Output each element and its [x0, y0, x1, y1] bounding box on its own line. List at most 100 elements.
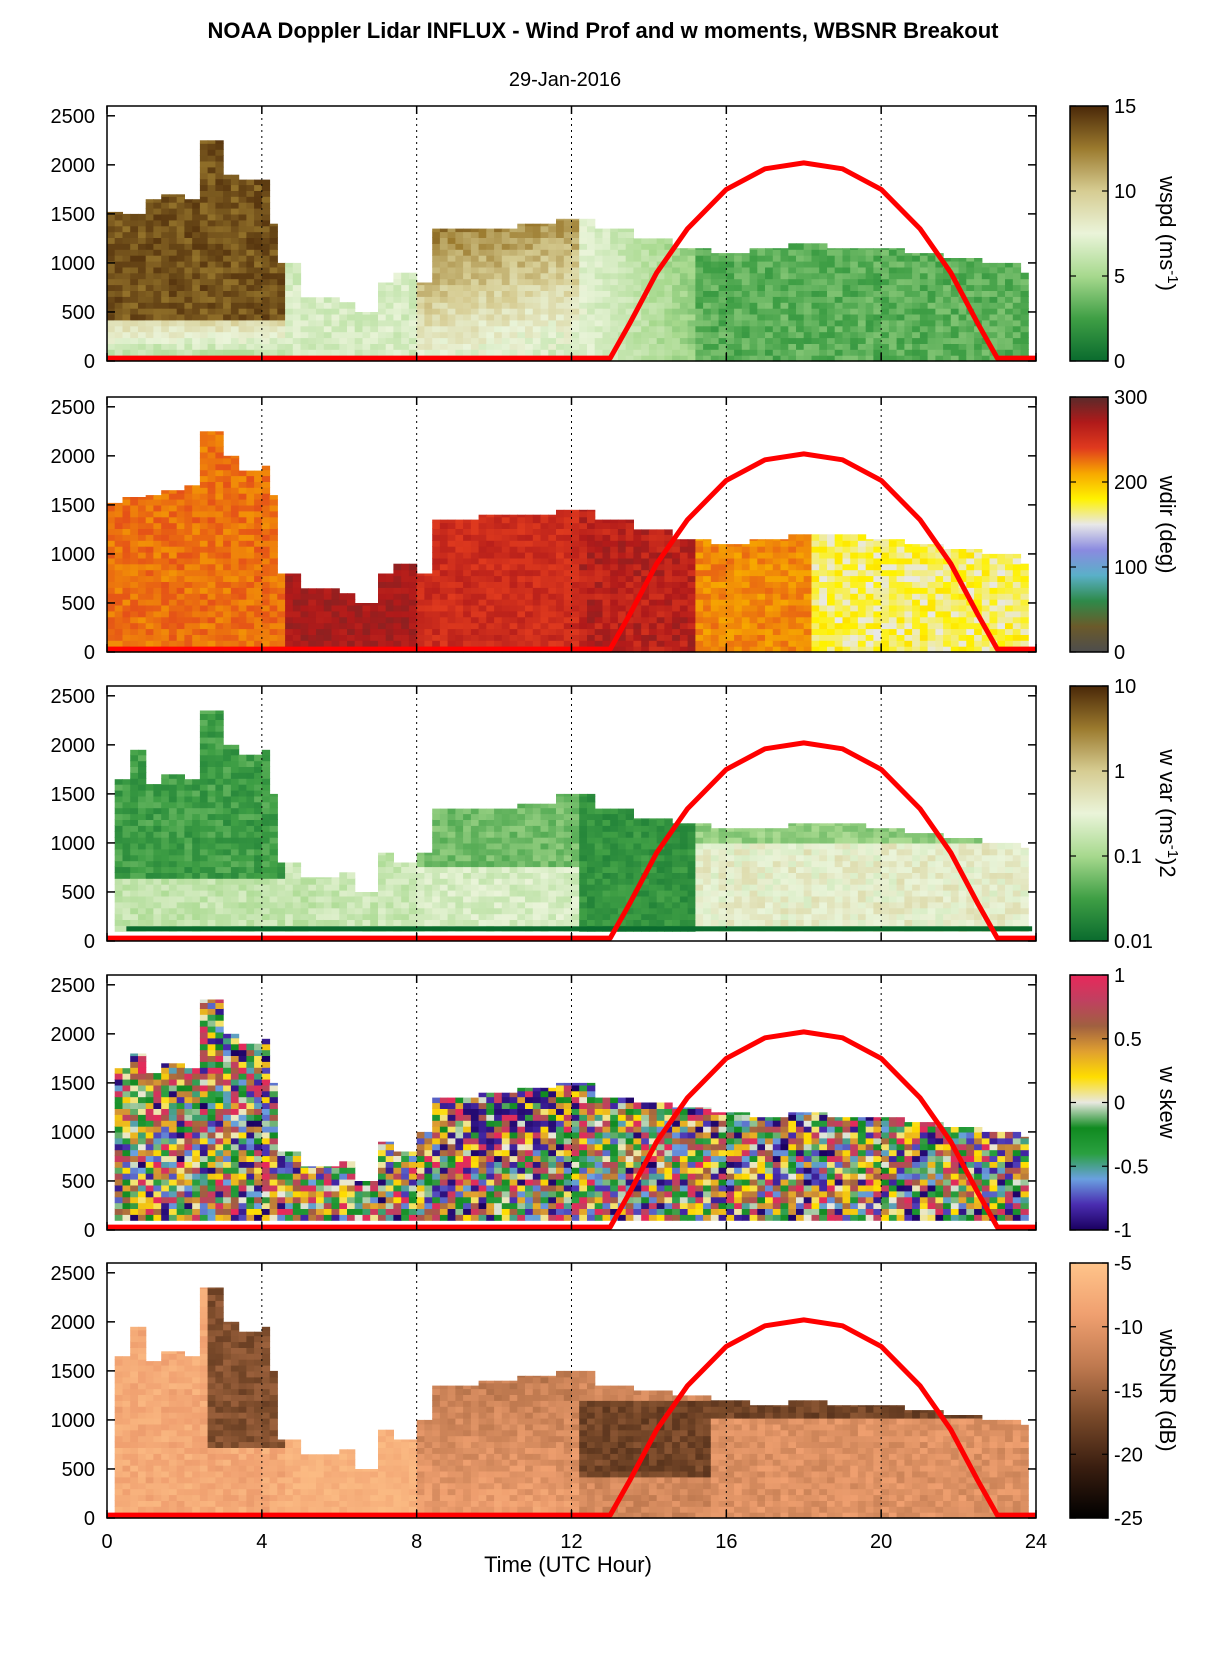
heatmap-cell — [827, 570, 835, 577]
heatmap-cell — [270, 581, 278, 588]
heatmap-cell — [355, 640, 363, 647]
heatmap-cell — [572, 290, 580, 297]
heatmap-cell — [959, 308, 967, 315]
heatmap-cell — [192, 517, 200, 524]
heatmap-cell — [680, 255, 688, 262]
heatmap-cell — [897, 540, 905, 547]
heatmap-cell — [835, 343, 843, 350]
heatmap-cell — [246, 576, 254, 583]
heatmap-cell — [215, 434, 223, 441]
heatmap-cell — [688, 623, 696, 630]
heatmap-cell — [711, 302, 719, 309]
heatmap-cell — [231, 320, 239, 327]
heatmap-cell — [641, 249, 649, 256]
heatmap-cell — [858, 296, 866, 303]
heatmap-cell — [223, 232, 231, 239]
heatmap-cell — [781, 640, 789, 647]
heatmap-cell — [169, 552, 177, 559]
heatmap-cell — [215, 605, 223, 612]
heatmap-cell — [486, 332, 494, 339]
heatmap-cell — [184, 493, 192, 500]
heatmap-cell — [378, 320, 386, 327]
heatmap-cell — [641, 308, 649, 315]
heatmap-cell — [897, 273, 905, 280]
heatmap-cell — [208, 640, 216, 647]
heatmap-cell — [424, 343, 432, 350]
heatmap-cell — [966, 258, 974, 262]
heatmap-cell — [541, 640, 549, 647]
heatmap-cell — [455, 243, 463, 250]
heatmap-cell — [734, 629, 742, 636]
heatmap-cell — [200, 593, 208, 600]
heatmap-cell — [448, 564, 456, 571]
heatmap-cell — [184, 338, 192, 345]
heatmap-cell — [556, 599, 564, 606]
heatmap-cell — [123, 546, 131, 553]
heatmap-cell — [324, 349, 332, 356]
heatmap-cell — [510, 599, 518, 606]
heatmap-cell — [765, 552, 773, 559]
heatmap-cell — [208, 540, 216, 547]
heatmap-cell — [664, 576, 672, 583]
heatmap-cell — [184, 320, 192, 327]
heatmap-cell — [479, 255, 487, 262]
heatmap-cell — [858, 290, 866, 297]
heatmap-cell — [541, 290, 549, 297]
heatmap-cell — [169, 255, 177, 262]
heatmap-cell — [548, 237, 556, 244]
heatmap-cell — [525, 290, 533, 297]
heatmap-cell — [688, 599, 696, 606]
heatmap-cell — [556, 290, 564, 297]
heatmap-cell — [130, 296, 138, 303]
heatmap-cell — [479, 338, 487, 345]
heatmap-cell — [223, 464, 231, 471]
heatmap-cell — [788, 314, 796, 321]
heatmap-cell — [827, 558, 835, 565]
heatmap-cell — [928, 279, 936, 286]
heatmap-cell — [711, 253, 719, 256]
heatmap-cell — [688, 320, 696, 327]
heatmap-cell — [347, 343, 355, 350]
heatmap-cell — [448, 611, 456, 618]
heatmap-cell — [123, 570, 131, 577]
heatmap-cell — [153, 314, 161, 321]
heatmap-cell — [935, 605, 943, 612]
heatmap-cell — [378, 640, 386, 647]
heatmap-cell — [533, 564, 541, 571]
heatmap-cell — [572, 267, 580, 274]
heatmap-cell — [711, 623, 719, 630]
heatmap-cell — [386, 285, 394, 292]
heatmap-cell — [711, 564, 719, 571]
heatmap-cell — [386, 593, 394, 600]
heatmap-cell — [873, 623, 881, 630]
heatmap-cell — [130, 552, 138, 559]
heatmap-cell — [471, 349, 479, 356]
heatmap-cell — [734, 308, 742, 315]
heatmap-cell — [920, 253, 928, 256]
heatmap-cell — [757, 255, 765, 262]
heatmap-cell — [541, 285, 549, 292]
heatmap-cell — [239, 302, 247, 309]
heatmap-cell — [812, 261, 820, 268]
heatmap-cell — [177, 540, 185, 547]
heatmap-cell — [208, 458, 216, 465]
heatmap-cell — [510, 249, 518, 256]
heatmap-cell — [843, 623, 851, 630]
heatmap-cell — [277, 332, 285, 339]
heatmap-cell — [471, 332, 479, 339]
heatmap-cell — [254, 546, 262, 553]
heatmap-cell — [463, 267, 471, 274]
heatmap-cell — [440, 564, 448, 571]
heatmap-cell — [355, 617, 363, 624]
heatmap-cell — [935, 576, 943, 583]
heatmap-cell — [548, 261, 556, 268]
heatmap-cell — [424, 285, 432, 292]
heatmap-cell — [951, 326, 959, 333]
heatmap-cell — [463, 593, 471, 600]
heatmap-cell — [386, 634, 394, 641]
heatmap-cell — [184, 540, 192, 547]
heatmap-cell — [966, 629, 974, 636]
heatmap-cell — [239, 593, 247, 600]
heatmap-cell — [208, 587, 216, 594]
heatmap-cell — [812, 308, 820, 315]
